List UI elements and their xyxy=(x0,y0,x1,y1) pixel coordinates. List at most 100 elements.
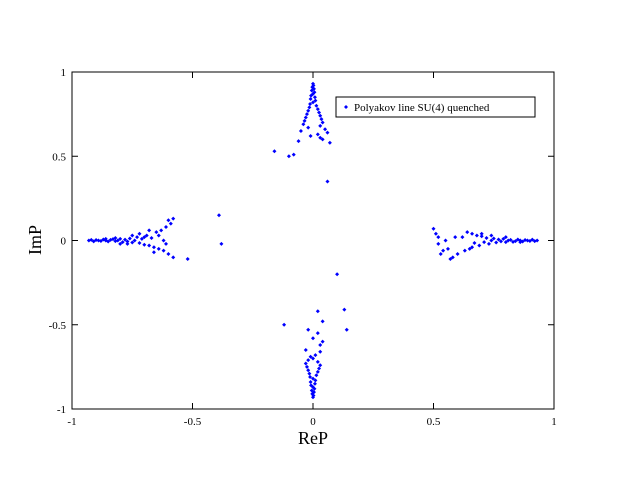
legend-marker xyxy=(344,105,348,109)
y-tick-label: 1 xyxy=(61,67,67,79)
data-point xyxy=(503,240,508,245)
data-point xyxy=(306,327,311,332)
data-point xyxy=(142,242,147,247)
data-point xyxy=(443,238,448,243)
data-point xyxy=(154,230,159,235)
data-point xyxy=(301,122,306,127)
data-point xyxy=(151,245,156,250)
data-point xyxy=(185,257,190,262)
data-point xyxy=(307,371,312,376)
data-point xyxy=(318,342,323,347)
data-point xyxy=(342,307,347,312)
data-point xyxy=(137,241,142,246)
data-point xyxy=(130,233,135,238)
data-point xyxy=(142,235,147,240)
axis-ticks: -1 -0.5 0 0.5 1 -1 -0.5 0 0.5 1 xyxy=(49,67,557,428)
data-point xyxy=(436,241,441,246)
data-point xyxy=(132,238,137,243)
data-point xyxy=(506,238,511,243)
data-point xyxy=(325,130,330,135)
data-point xyxy=(302,118,307,123)
y-tick-label: 0.5 xyxy=(52,151,66,163)
data-point xyxy=(436,235,441,240)
data-point xyxy=(484,235,489,240)
data-point xyxy=(312,381,317,386)
x-tick-label: -0.5 xyxy=(184,416,202,428)
data-point xyxy=(441,248,446,253)
data-point xyxy=(477,243,482,248)
x-axis-title: ReP xyxy=(298,428,328,448)
data-point xyxy=(494,240,499,245)
data-point xyxy=(479,231,484,236)
data-point xyxy=(306,368,311,373)
data-point xyxy=(171,216,176,221)
data-point xyxy=(309,388,314,393)
data-point xyxy=(344,327,349,332)
data-points xyxy=(86,81,540,400)
data-point xyxy=(118,236,123,241)
data-point xyxy=(166,251,171,256)
data-point xyxy=(462,248,467,253)
data-point xyxy=(135,235,140,240)
data-point xyxy=(161,238,166,243)
data-point xyxy=(147,243,152,248)
data-point xyxy=(156,246,161,251)
data-point xyxy=(115,238,120,243)
legend: Polyakov line SU(4) quenched xyxy=(335,96,536,118)
data-point xyxy=(144,233,149,238)
data-point xyxy=(467,246,472,251)
data-point xyxy=(315,309,320,314)
data-point xyxy=(318,363,323,368)
data-point xyxy=(113,235,118,240)
data-point xyxy=(296,139,301,144)
data-point xyxy=(318,123,323,128)
data-point xyxy=(306,108,311,113)
data-point xyxy=(306,358,311,363)
data-point xyxy=(327,140,332,145)
data-point xyxy=(453,235,458,240)
data-point xyxy=(313,378,318,383)
data-point xyxy=(491,236,496,241)
data-point xyxy=(320,319,325,324)
data-point xyxy=(511,239,516,244)
data-point xyxy=(448,257,453,262)
data-point xyxy=(315,132,320,137)
data-point xyxy=(217,213,222,218)
data-point xyxy=(501,236,506,241)
data-point xyxy=(137,231,142,236)
data-point xyxy=(147,228,152,233)
data-point xyxy=(496,237,501,242)
data-point xyxy=(320,120,325,125)
data-point xyxy=(304,112,309,117)
data-point xyxy=(309,93,314,98)
x-tick-label: 0.5 xyxy=(427,416,441,428)
data-point xyxy=(298,128,303,133)
data-point xyxy=(308,102,313,107)
data-point xyxy=(470,231,475,236)
data-point xyxy=(303,348,308,353)
data-point xyxy=(474,233,479,238)
data-point xyxy=(319,117,324,122)
data-point xyxy=(431,226,436,231)
data-point xyxy=(307,105,312,110)
data-point xyxy=(315,331,320,336)
data-point xyxy=(433,231,438,236)
data-point xyxy=(317,110,322,115)
data-point xyxy=(313,98,318,103)
data-point xyxy=(313,353,318,358)
data-point xyxy=(455,251,460,256)
data-point xyxy=(445,246,450,251)
data-point xyxy=(308,354,313,359)
data-point xyxy=(125,241,130,246)
data-point xyxy=(139,236,144,241)
x-tick-label: 0 xyxy=(310,416,316,428)
data-point xyxy=(318,135,323,140)
data-point xyxy=(486,241,491,246)
data-point xyxy=(106,239,111,244)
data-point xyxy=(465,230,470,235)
data-point xyxy=(163,225,168,230)
data-point xyxy=(314,373,319,378)
data-point xyxy=(163,241,168,246)
data-point xyxy=(118,241,123,246)
data-point xyxy=(315,107,320,112)
